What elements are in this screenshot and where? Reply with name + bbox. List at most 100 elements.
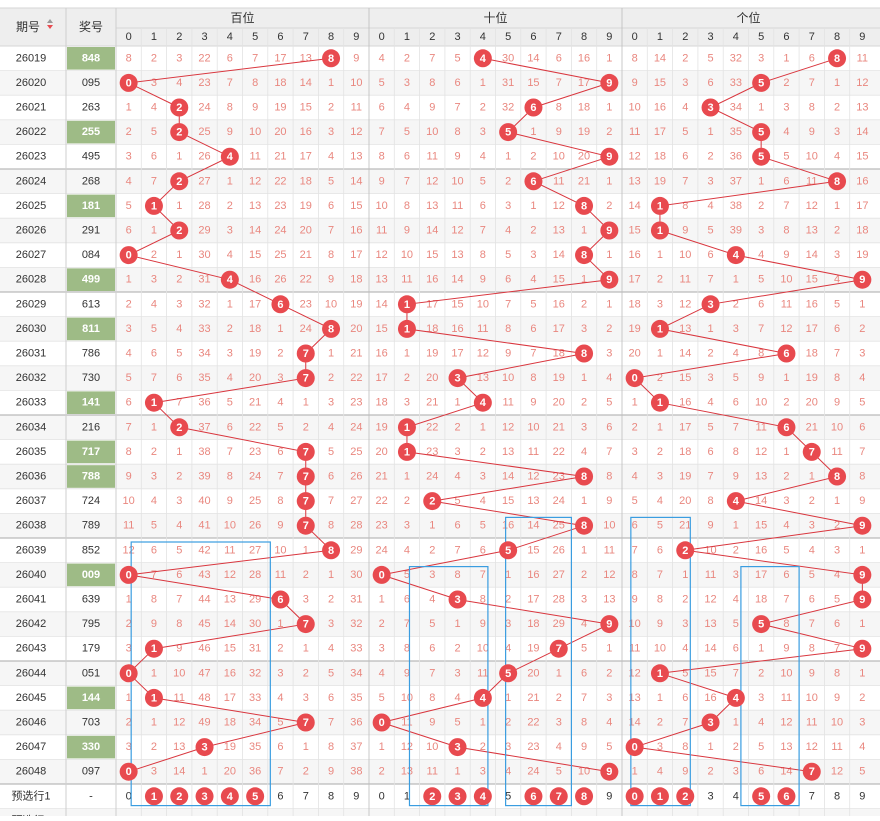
- miss-cell: 1: [733, 520, 739, 532]
- preselect-digit[interactable]: 8: [834, 790, 840, 802]
- preselect-digit[interactable]: 9: [606, 790, 612, 802]
- miss-cell: 2: [505, 594, 511, 606]
- miss-cell: 1: [834, 495, 840, 507]
- miss-cell: 1: [480, 717, 486, 729]
- svg-text:7: 7: [303, 619, 309, 631]
- digit-header: 4: [480, 31, 486, 43]
- svg-text:4: 4: [227, 791, 234, 803]
- miss-cell: 32: [350, 618, 362, 630]
- preselect-digit[interactable]: 6: [277, 790, 283, 802]
- miss-cell: 38: [350, 766, 362, 778]
- prize-cell: 717: [82, 446, 100, 458]
- miss-cell: 13: [679, 323, 691, 335]
- preselect-digit[interactable]: 0: [379, 790, 385, 802]
- winning-ball: 7: [296, 615, 315, 634]
- miss-cell: 28: [553, 594, 565, 606]
- sort-up-icon[interactable]: [47, 19, 53, 23]
- miss-cell: 25: [274, 249, 286, 261]
- miss-cell: 6: [783, 569, 789, 581]
- svg-text:8: 8: [834, 471, 840, 483]
- preselect-ball[interactable]: 8: [575, 787, 594, 806]
- miss-cell: 9: [328, 274, 334, 286]
- preselect-ball[interactable]: 4: [220, 787, 239, 806]
- miss-cell: 7: [429, 667, 435, 679]
- preselect-ball[interactable]: 5: [752, 787, 771, 806]
- preselect-ball[interactable]: 2: [170, 787, 189, 806]
- preselect-digit[interactable]: 0: [126, 790, 132, 802]
- preselect-digit[interactable]: 7: [809, 790, 815, 802]
- trend-line: [633, 57, 863, 773]
- preselect-digit[interactable]: 1: [404, 790, 410, 802]
- winning-ball: 1: [650, 393, 669, 412]
- preselect-ball[interactable]: 2: [676, 787, 695, 806]
- miss-cell: 20: [578, 151, 590, 163]
- miss-cell: 5: [809, 569, 815, 581]
- winning-ball: 7: [802, 442, 821, 461]
- row-stripe: [0, 710, 880, 735]
- miss-cell: 5: [480, 175, 486, 187]
- miss-cell: 29: [198, 225, 210, 237]
- miss-cell: 1: [657, 249, 663, 261]
- miss-cell: 9: [581, 741, 587, 753]
- winning-ball: 1: [397, 295, 416, 314]
- winning-ball: 9: [600, 73, 619, 92]
- miss-cell: 3: [126, 151, 132, 163]
- preselect-ball[interactable]: 6: [524, 787, 543, 806]
- preselect-ball[interactable]: 1: [144, 787, 163, 806]
- miss-cell: 22: [376, 495, 388, 507]
- preselect-digit[interactable]: 3: [707, 790, 713, 802]
- svg-text:5: 5: [758, 77, 764, 89]
- miss-cell: 11: [427, 151, 438, 163]
- miss-cell: 11: [755, 421, 766, 433]
- winning-ball: 2: [170, 418, 189, 437]
- preselect-digit[interactable]: 7: [303, 790, 309, 802]
- preselect-digit[interactable]: 4: [733, 790, 739, 802]
- winning-ball: 7: [296, 369, 315, 388]
- miss-cell: 27: [249, 544, 261, 556]
- miss-cell: 2: [707, 766, 713, 778]
- preselect-digit[interactable]: 5: [505, 790, 511, 802]
- preselect-digit[interactable]: 9: [353, 790, 359, 802]
- period-header[interactable]: 期号: [16, 20, 40, 34]
- preselect-digit[interactable]: 9: [859, 790, 865, 802]
- preselect-ball[interactable]: 4: [473, 787, 492, 806]
- miss-cell: 10: [350, 77, 362, 89]
- preselect-digit[interactable]: 8: [328, 790, 334, 802]
- preselect-ball[interactable]: 6: [777, 787, 796, 806]
- winning-ball: 8: [575, 516, 594, 535]
- miss-cell: 18: [806, 348, 818, 360]
- miss-cell: 9: [834, 397, 840, 409]
- miss-cell: 5: [379, 77, 385, 89]
- miss-cell: 9: [834, 692, 840, 704]
- miss-cell: 15: [806, 274, 818, 286]
- miss-cell: 5: [733, 372, 739, 384]
- miss-cell: 9: [606, 495, 612, 507]
- miss-cell: 7: [151, 372, 157, 384]
- miss-cell: 3: [809, 520, 815, 532]
- miss-cell: 1: [303, 544, 309, 556]
- miss-cell: 3: [176, 495, 182, 507]
- preselect-ball[interactable]: 1: [650, 787, 669, 806]
- preselect-ball[interactable]: 2: [423, 787, 442, 806]
- miss-cell: 11: [427, 766, 438, 778]
- miss-cell: 6: [379, 102, 385, 114]
- row-stripe: [0, 169, 880, 194]
- miss-cell: 12: [426, 175, 438, 187]
- miss-cell: 2: [758, 200, 764, 212]
- preselect-ball[interactable]: 7: [549, 787, 568, 806]
- digit-header: 3: [454, 31, 460, 43]
- winning-ball: 9: [600, 270, 619, 289]
- period-cell: 26047: [16, 741, 47, 753]
- sort-down-icon[interactable]: [47, 25, 53, 29]
- miss-cell: 1: [707, 323, 713, 335]
- svg-text:9: 9: [859, 569, 865, 581]
- miss-cell: 43: [198, 569, 210, 581]
- preselect-ball[interactable]: 3: [448, 787, 467, 806]
- digit-header: 7: [303, 31, 309, 43]
- svg-text:3: 3: [454, 373, 460, 385]
- preselect-ball[interactable]: 0: [625, 787, 644, 806]
- preselect-ball[interactable]: 5: [246, 787, 265, 806]
- preselect-ball[interactable]: 3: [195, 787, 214, 806]
- svg-text:7: 7: [556, 643, 562, 655]
